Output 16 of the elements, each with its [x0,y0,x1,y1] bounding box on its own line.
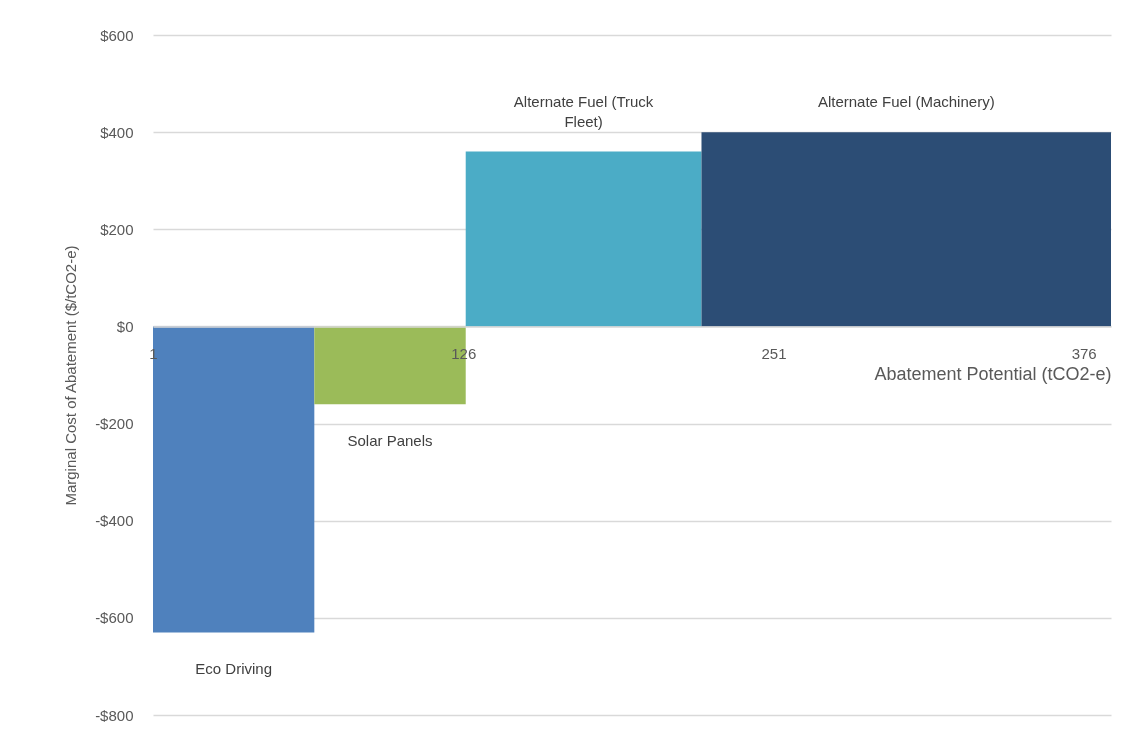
x-axis-title: Abatement Potential (tCO2-e) [874,363,1112,384]
series-label: Alternate Fuel (Machinery) [817,93,995,111]
y-tick-label: $600 [100,26,134,44]
series-label: Solar Panels [347,432,433,450]
series-label: Eco Driving [195,660,273,678]
series-label: Alternate Fuel (Truck Fleet) [513,92,654,130]
y-tick-label: $400 [100,123,134,141]
y-tick-label: $0 [116,317,134,335]
y-tick-label: -$600 [95,609,134,627]
x-tick-label: 251 [761,344,787,362]
y-tick-label: -$800 [95,706,134,724]
x-tick-label: 376 [1071,344,1097,362]
y-tick-label: -$400 [95,512,134,530]
y-tick-label: $200 [100,220,134,238]
y-axis-title: Marginal Cost of Abatement ($/tCO2-e) [62,245,80,506]
y-tick-label: -$200 [95,415,134,433]
